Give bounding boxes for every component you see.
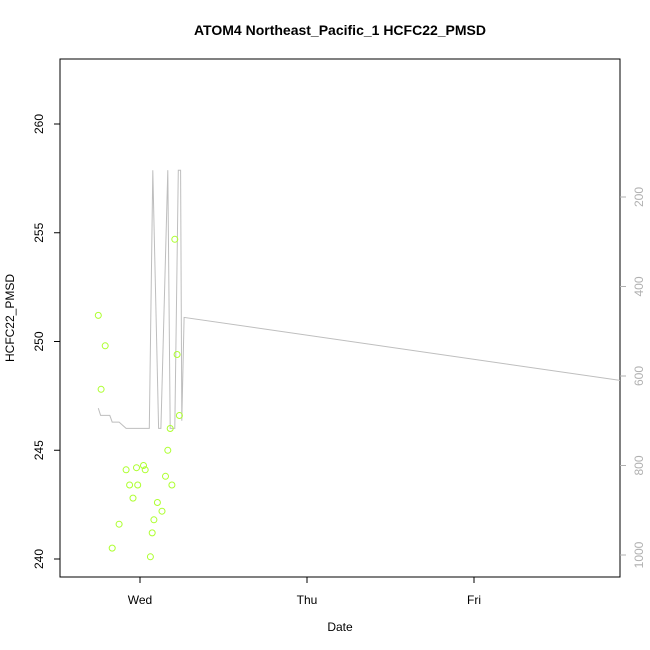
- data-point: [173, 351, 181, 358]
- y-axis-left: 240 245 250 255 260: [32, 114, 60, 569]
- data-point: [166, 425, 174, 432]
- y-tick-label: 245: [32, 440, 46, 460]
- data-point: [171, 235, 179, 243]
- data-point: [168, 481, 176, 489]
- data-point: [129, 494, 137, 502]
- chart-title: ATOM4 Northeast_Pacific_1 HCFC22_PMSD: [194, 22, 486, 38]
- y-tick-label: 255: [32, 222, 46, 242]
- data-point: [158, 507, 166, 515]
- y2-tick-label: 800: [632, 455, 646, 475]
- x-axis-label: Date: [327, 620, 353, 634]
- data-point: [146, 553, 154, 561]
- y-axis-label: HCFC22_PMSD: [3, 274, 17, 362]
- data-point: [122, 466, 130, 474]
- series-line: [97, 169, 620, 429]
- data-point: [97, 385, 105, 393]
- y-tick-label: 240: [32, 549, 46, 569]
- y2-tick-label: 400: [632, 276, 646, 296]
- data-point: [153, 499, 161, 506]
- line-layer: [97, 169, 620, 429]
- data-point: [164, 446, 172, 454]
- data-point: [162, 472, 169, 480]
- data-point: [94, 311, 102, 319]
- point-layer: [94, 235, 183, 561]
- data-point: [126, 481, 134, 489]
- data-point: [108, 544, 116, 552]
- y-tick-label: 250: [32, 331, 46, 351]
- data-point: [133, 464, 140, 472]
- data-point: [115, 520, 123, 528]
- x-axis: Wed Thu Fri: [128, 577, 481, 607]
- y-tick-label: 260: [32, 114, 46, 134]
- data-point: [134, 481, 142, 489]
- data-point: [101, 342, 109, 350]
- x-tick-label: Thu: [297, 593, 318, 607]
- y2-tick-label: 1000: [632, 541, 646, 568]
- data-point: [150, 516, 158, 524]
- x-tick-label: Wed: [128, 593, 152, 607]
- y-axis-right: 200 400 600 800 1000: [620, 187, 646, 568]
- x-tick-label: Fri: [467, 593, 481, 607]
- data-point: [141, 466, 149, 474]
- data-point: [148, 529, 156, 537]
- plot-frame: [59, 58, 621, 578]
- data-point: [175, 412, 183, 419]
- y2-tick-label: 200: [632, 187, 646, 207]
- y2-tick-label: 600: [632, 366, 646, 386]
- data-point: [140, 462, 147, 469]
